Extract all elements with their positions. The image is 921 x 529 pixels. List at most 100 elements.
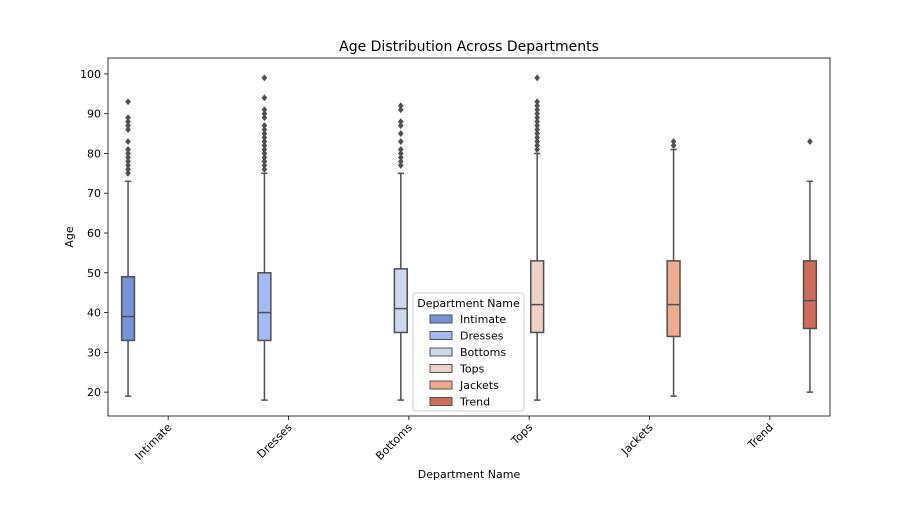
outlier-point <box>534 106 541 114</box>
outlier-point <box>397 129 404 138</box>
outlier-point <box>534 98 541 106</box>
x-tick-label: Bottoms <box>373 421 415 463</box>
outlier-point <box>261 137 268 146</box>
outlier-point <box>397 153 404 162</box>
legend-title: Department Name <box>417 297 520 310</box>
legend-swatch <box>429 397 453 406</box>
outlier-point <box>125 149 131 158</box>
outlier-point <box>261 149 268 158</box>
outlier-point <box>125 125 131 134</box>
outlier-point <box>125 122 131 130</box>
legend-entry-label: Intimate <box>460 313 506 326</box>
outlier-point <box>261 141 268 150</box>
outlier-point <box>397 149 404 158</box>
y-tick-label: 90 <box>87 108 101 121</box>
legend-entry-label: Dresses <box>460 330 504 343</box>
outlier-point <box>261 145 268 154</box>
outlier-point <box>261 94 268 102</box>
axes-frame <box>107 57 831 417</box>
box-bottoms <box>393 102 408 401</box>
x-tick-label: Trend <box>745 421 776 452</box>
x-tick-label: Jackets <box>618 421 656 459</box>
box-iqr <box>530 260 545 334</box>
legend-entry-label: Jackets <box>459 379 499 392</box>
outlier-point <box>534 122 541 130</box>
outlier-point <box>397 137 404 146</box>
y-tick-label: 80 <box>87 147 101 160</box>
outlier-point <box>534 74 541 82</box>
outlier-point <box>534 133 541 142</box>
outlier-point <box>670 137 677 146</box>
legend-swatch <box>429 347 453 357</box>
outlier-point <box>397 118 404 126</box>
outlier-point <box>125 118 131 126</box>
x-tick-label: Dresses <box>255 421 295 461</box>
box-dresses <box>257 74 272 401</box>
outlier-point <box>534 125 541 134</box>
outlier-point <box>261 110 268 118</box>
outlier-point <box>534 118 541 126</box>
outlier-point <box>125 161 131 170</box>
outlier-point <box>125 114 131 122</box>
outlier-point <box>261 133 268 142</box>
legend-swatch <box>429 314 453 324</box>
x-tick-label: Tops <box>508 421 535 448</box>
outlier-point <box>807 137 813 146</box>
outlier-point <box>534 129 541 138</box>
x-tick-label: Intimate <box>132 421 174 463</box>
box-iqr <box>257 272 272 342</box>
outlier-point <box>670 141 677 150</box>
outlier-point <box>397 122 404 130</box>
legend-swatch <box>429 380 453 390</box>
box-jackets <box>666 137 681 397</box>
outlier-point <box>125 169 131 177</box>
outlier-point <box>261 153 268 162</box>
box-intimate <box>120 98 136 397</box>
outlier-point <box>261 122 268 130</box>
outlier-point <box>125 98 131 106</box>
outlier-point <box>261 114 268 122</box>
legend: Department Name Intimate Dresses Bottoms To… <box>412 292 525 412</box>
outlier-point <box>261 106 268 114</box>
box-iqr <box>393 268 408 334</box>
outlier-point <box>261 74 268 82</box>
y-tick-label: 20 <box>87 386 101 399</box>
chart-title: Age Distribution Across Departments <box>339 39 599 55</box>
outlier-point <box>534 114 541 122</box>
outlier-point <box>397 161 404 170</box>
legend-swatch <box>429 364 453 373</box>
outlier-point <box>261 165 268 173</box>
box-tops <box>530 74 545 401</box>
outlier-point <box>397 106 404 114</box>
outlier-point <box>261 157 268 166</box>
legend-entry-label: Trend <box>459 396 490 409</box>
box-iqr <box>802 260 818 330</box>
legend-swatch <box>429 331 453 340</box>
y-tick-label: 70 <box>87 187 101 200</box>
outlier-point <box>397 145 404 154</box>
y-tick-label: 40 <box>87 307 101 320</box>
box-iqr <box>120 276 136 342</box>
outlier-point <box>534 110 541 118</box>
outlier-point <box>261 129 268 138</box>
y-axis-label: Age <box>63 226 76 248</box>
outlier-point <box>397 157 404 166</box>
outlier-point <box>534 141 541 150</box>
box-trend <box>802 137 818 393</box>
outlier-point <box>534 102 541 110</box>
outlier-point <box>261 161 268 170</box>
y-tick-label: 100 <box>80 68 101 81</box>
x-axis-label: Department Name <box>418 468 521 481</box>
y-tick-label: 30 <box>87 346 101 359</box>
outlier-point <box>125 165 131 173</box>
outlier-point <box>125 153 131 162</box>
box-iqr <box>666 260 681 338</box>
outlier-point <box>261 125 268 134</box>
legend-entry-label: Bottoms <box>460 346 506 359</box>
outlier-point <box>397 102 404 110</box>
outlier-point <box>125 157 131 166</box>
y-tick-label: 50 <box>87 267 101 280</box>
outlier-point <box>534 145 541 154</box>
legend-entry-label: Tops <box>459 363 485 376</box>
